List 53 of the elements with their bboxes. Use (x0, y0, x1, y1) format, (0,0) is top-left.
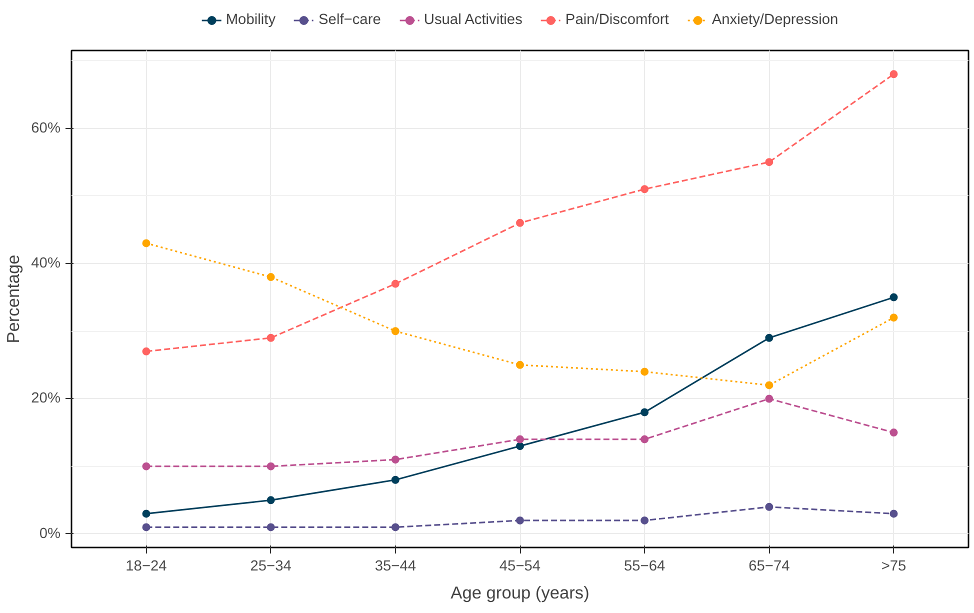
point (391, 327, 400, 336)
point (266, 523, 275, 532)
point (142, 510, 150, 518)
point (765, 334, 774, 342)
y-tick-label: 20% (31, 390, 61, 407)
point (391, 280, 400, 288)
point (142, 347, 150, 356)
point (640, 516, 649, 524)
point (391, 456, 400, 464)
point (516, 435, 524, 444)
point (391, 476, 400, 484)
point (640, 368, 649, 376)
point (516, 360, 524, 369)
x-tick-label: 55−64 (624, 558, 666, 574)
legend-label: Self−care (318, 12, 381, 28)
point (640, 185, 649, 194)
point (266, 462, 275, 470)
y-axis-title: Percentage (3, 254, 24, 344)
y-tick-label: 60% (31, 120, 61, 136)
point (640, 408, 649, 416)
legend-label: Usual Activities (424, 12, 522, 28)
point (890, 428, 898, 437)
x-axis-title: Age group (years) (450, 582, 590, 602)
point (640, 435, 649, 444)
legend-label: Pain/Discomfort (565, 12, 669, 28)
x-tick-label: 18−24 (126, 558, 167, 574)
point (765, 394, 774, 403)
point (142, 462, 150, 470)
point (765, 381, 774, 390)
point (266, 334, 275, 342)
x-tick-label: 65−74 (748, 558, 790, 574)
point (765, 158, 774, 166)
x-tick-label: 35−44 (374, 558, 416, 574)
point (890, 314, 898, 322)
point (890, 510, 898, 518)
x-tick-label: >75 (881, 558, 906, 574)
point (765, 502, 774, 511)
legend-label: Mobility (226, 12, 276, 28)
point (516, 218, 524, 227)
y-tick-label: 0% (39, 526, 61, 542)
point (142, 523, 150, 532)
point (391, 523, 400, 532)
point (266, 273, 275, 282)
point (890, 293, 898, 302)
x-tick-label: 45−54 (499, 558, 541, 574)
legend-label: Anxiety/Depression (712, 12, 838, 28)
y-tick-label: 40% (31, 256, 61, 272)
point (142, 239, 150, 248)
point (516, 442, 524, 450)
point (266, 496, 275, 504)
point (516, 516, 524, 524)
point (890, 70, 898, 78)
x-tick-label: 25−34 (250, 558, 292, 574)
